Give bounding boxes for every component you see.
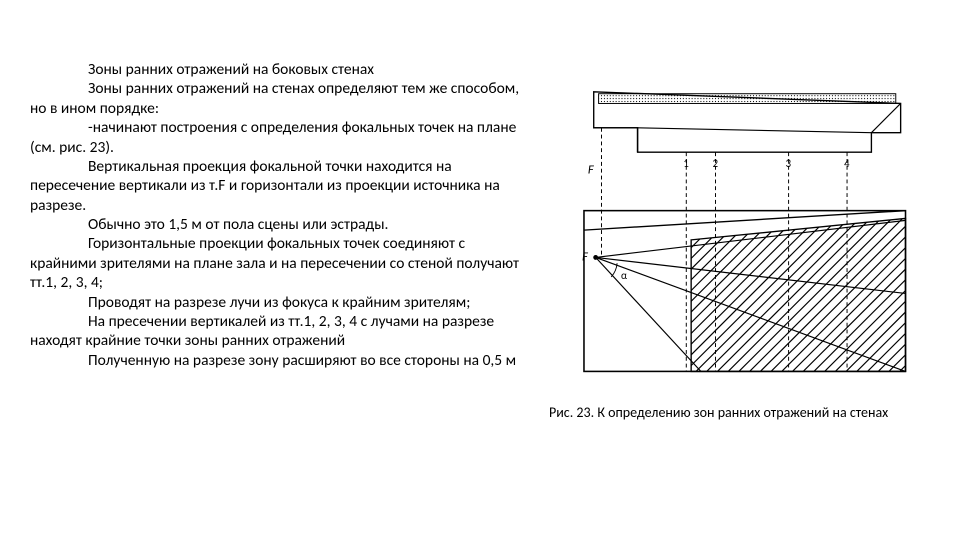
para-6: Проводят на разрезе лучи из фокуса к кра… [30,293,535,312]
point-labels: 1 2 3 4 [683,157,850,170]
svg-text:4: 4 [844,157,850,170]
svg-text:F: F [588,163,595,178]
figure-column: F 1 2 3 4 F [545,0,960,540]
svg-text:3: 3 [786,157,792,170]
para-4: Обычно это 1,5 м от пола сцены или эстра… [30,215,535,234]
para-1: Зоны ранних отражений на стенах определя… [30,79,535,118]
page-root: Зоны ранних отражений на боковых стенах … [0,0,960,540]
vertical-connectors [602,128,848,372]
para-5: Горизонтальные проекции фокальных точек … [30,234,535,292]
para-3: Вертикальная проекция фокальной точки на… [30,157,535,215]
figure-svg: F 1 2 3 4 F [545,70,925,400]
plan-view: F [588,92,901,178]
para-8: Полученную на разрезе зону расширяют во … [30,351,535,370]
para-2: -начинают построения с определения фокал… [30,118,535,157]
caption-text: К определению зон ранних отражений на ст… [594,404,888,421]
caption-prefix: Рис. 23. [549,404,594,421]
title-line: Зоны ранних отражений на боковых стенах [30,60,535,79]
para-7: На пресечении вертикалей из тт.1, 2, 3, … [30,312,535,351]
svg-text:1: 1 [683,157,688,170]
text-column: Зоны ранних отражений на боковых стенах … [0,0,545,540]
section-view: F α [545,152,925,396]
svg-text:F: F [582,249,589,264]
figure-caption: Рис. 23. К определению зон ранних отраже… [545,404,960,421]
figure-23: F 1 2 3 4 F [545,70,925,400]
para-1-a: Зоны ранних отражений на стенах определя… [30,79,519,117]
svg-text:2: 2 [713,157,718,170]
svg-text:α: α [621,269,627,282]
